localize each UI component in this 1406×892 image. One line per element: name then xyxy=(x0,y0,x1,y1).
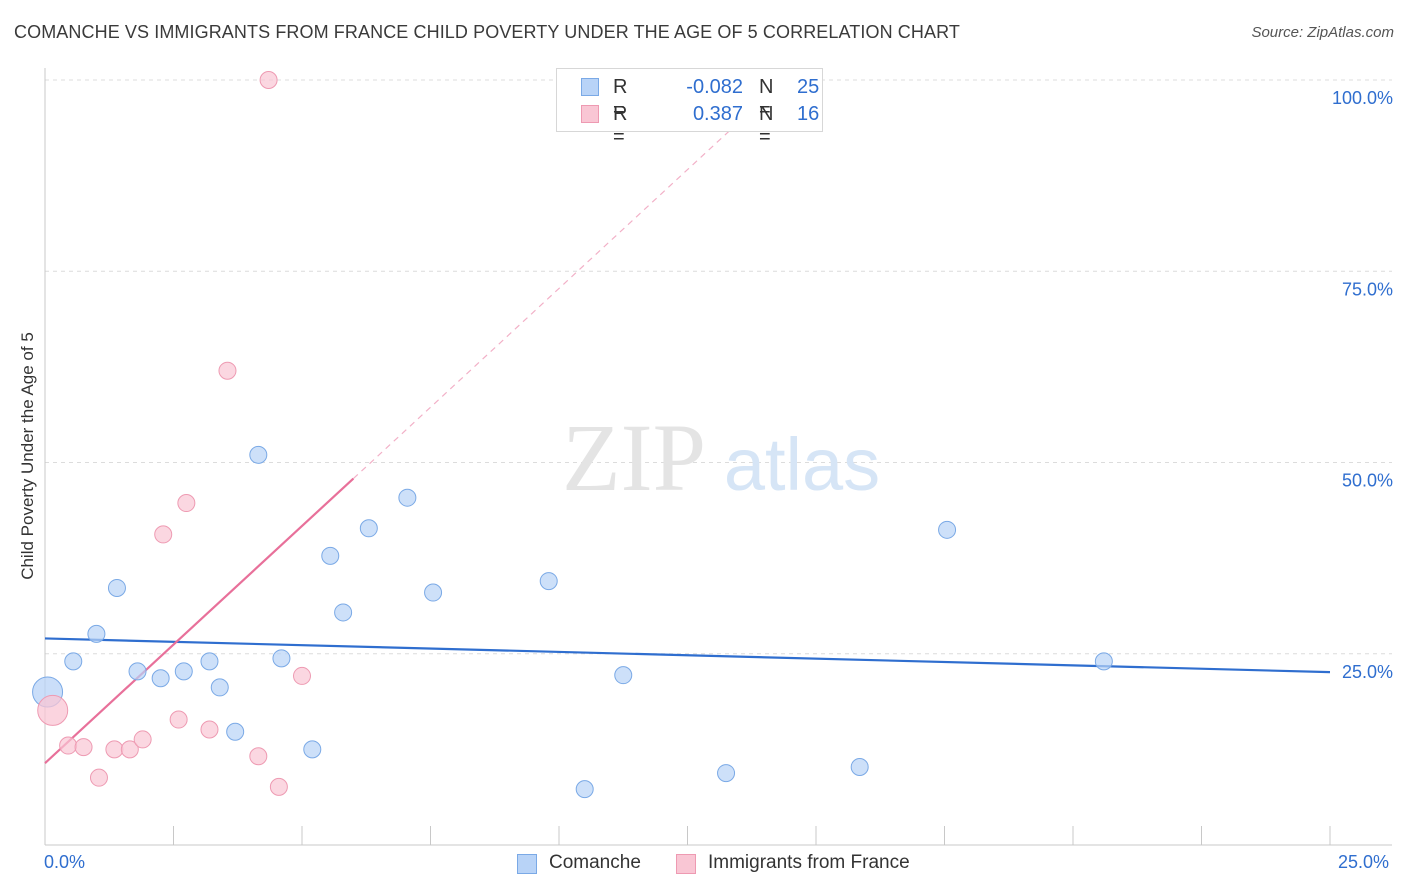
point-france xyxy=(74,738,93,757)
point-comanche xyxy=(539,572,558,591)
point-comanche xyxy=(575,780,594,799)
point-france xyxy=(200,720,219,739)
correlation-legend: R = -0.082 N = 25 R = 0.387 N = 16 xyxy=(556,68,823,148)
watermark-atlas: atlas xyxy=(724,423,880,506)
point-france xyxy=(59,736,78,755)
point-comanche xyxy=(614,666,633,685)
series-label-comanche: Comanche xyxy=(549,852,641,873)
point-comanche xyxy=(717,764,736,783)
point-france xyxy=(154,525,173,544)
trend-line-1 xyxy=(44,477,355,764)
trend-line-0 xyxy=(44,637,1331,674)
legend-r-label: R = xyxy=(613,103,628,148)
x-axis-min-label: 0.0% xyxy=(44,852,86,872)
point-comanche xyxy=(303,740,322,759)
point-comanche xyxy=(398,488,417,507)
point-france xyxy=(259,71,278,89)
point-comanche xyxy=(64,652,83,671)
point-france xyxy=(177,494,196,513)
point-comanche xyxy=(938,520,957,539)
y-tick-label: 75.0% xyxy=(1342,279,1393,299)
point-france xyxy=(105,740,124,759)
point-france xyxy=(269,777,288,796)
point-comanche xyxy=(200,652,219,671)
point-comanche xyxy=(151,669,170,688)
watermark: ZIP atlas xyxy=(562,404,880,511)
y-axis-title: Child Poverty Under the Age of 5 xyxy=(18,332,37,580)
y-tick-label: 100.0% xyxy=(1332,88,1393,108)
point-comanche xyxy=(424,583,443,602)
point-france xyxy=(218,361,237,380)
point-comanche xyxy=(850,757,869,776)
point-france xyxy=(37,694,69,726)
legend-swatch-france xyxy=(581,105,599,123)
series-swatch-comanche xyxy=(517,854,537,874)
source-label: Source: ZipAtlas.com xyxy=(1251,24,1394,41)
x-axis-max-label: 25.0% xyxy=(1338,852,1390,872)
point-comanche xyxy=(174,662,193,681)
point-france xyxy=(249,747,268,766)
point-france xyxy=(169,710,188,729)
y-tick-label: 50.0% xyxy=(1342,471,1393,491)
point-comanche xyxy=(128,662,147,681)
point-comanche xyxy=(87,624,106,643)
point-france xyxy=(89,768,108,787)
series-legend: Comanche Immigrants from France xyxy=(0,852,1406,878)
point-comanche xyxy=(1094,652,1113,671)
legend-n-label: N = xyxy=(759,76,774,121)
point-comanche xyxy=(107,578,126,597)
point-comanche xyxy=(321,546,340,565)
point-comanche xyxy=(249,445,268,464)
point-france xyxy=(133,730,152,749)
point-comanche xyxy=(359,519,378,538)
legend-n-value: 25 xyxy=(797,76,820,98)
legend-swatch-comanche xyxy=(581,78,599,96)
point-comanche xyxy=(272,649,291,668)
point-comanche xyxy=(334,603,353,622)
point-comanche xyxy=(226,722,245,741)
point-comanche xyxy=(210,678,229,697)
point-france xyxy=(293,666,311,685)
series-label-france: Immigrants from France xyxy=(708,852,910,873)
point-france xyxy=(120,740,139,759)
chart-title: COMANCHE VS IMMIGRANTS FROM FRANCE CHILD… xyxy=(14,22,960,42)
legend-r-label: R = xyxy=(613,76,628,121)
y-tick-label: 25.0% xyxy=(1342,662,1393,682)
series-swatch-france xyxy=(676,854,696,874)
legend-r-value: 0.387 xyxy=(692,103,743,125)
legend-n-value: 16 xyxy=(797,103,820,125)
legend-n-label: N = xyxy=(759,103,774,148)
watermark-zip: ZIP xyxy=(562,404,706,511)
legend-r-value: -0.082 xyxy=(686,76,743,98)
